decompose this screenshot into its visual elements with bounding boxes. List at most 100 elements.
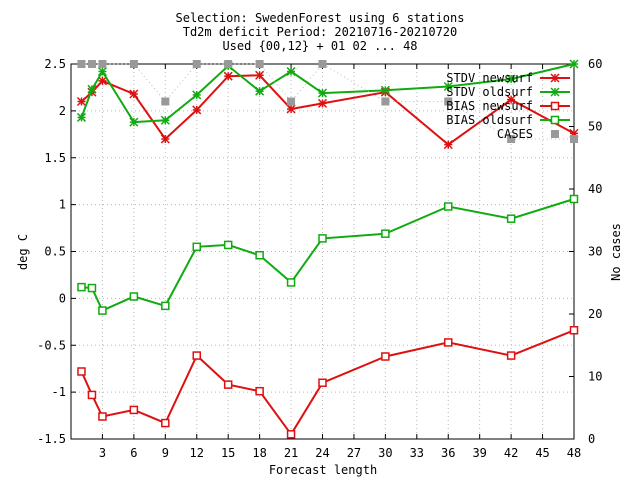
chart-title-line-1: Selection: SwedenForest using 6 stations bbox=[176, 11, 465, 25]
grid bbox=[71, 64, 574, 439]
cases-point bbox=[87, 60, 96, 68]
stdv-oldsurf-line bbox=[80, 63, 575, 124]
bias-newsurf-point bbox=[87, 390, 97, 400]
cases-point bbox=[381, 97, 390, 106]
y-axis-label: deg C bbox=[16, 234, 30, 270]
legend-marker-bias-newsurf bbox=[550, 101, 560, 111]
bias-newsurf-line bbox=[80, 329, 575, 437]
stdv-oldsurf-point bbox=[380, 85, 390, 95]
bias-oldsurf-point bbox=[129, 292, 139, 301]
y-tick-label: 1 bbox=[59, 198, 66, 212]
cases-point bbox=[129, 60, 138, 68]
bias-oldsurf-point bbox=[569, 194, 579, 204]
stdv-oldsurf-point bbox=[192, 90, 202, 100]
bias-newsurf-point bbox=[129, 405, 139, 415]
x-tick-label: 45 bbox=[535, 446, 549, 460]
bias-oldsurf-point bbox=[77, 282, 86, 292]
x-tick-label: 39 bbox=[472, 446, 486, 460]
cases-point bbox=[255, 60, 264, 68]
y2-axis-label: No cases bbox=[609, 223, 623, 281]
stdv-oldsurf-point bbox=[97, 66, 107, 77]
bias-newsurf-point bbox=[98, 412, 107, 421]
bias-newsurf-point bbox=[318, 378, 327, 387]
bias-newsurf-point bbox=[77, 367, 86, 376]
stdv-oldsurf-point bbox=[255, 86, 265, 96]
x-tick-label: 24 bbox=[315, 446, 329, 460]
stdv-oldsurf-point bbox=[506, 74, 516, 84]
stdv-newsurf-line bbox=[80, 74, 575, 146]
stdv-newsurf-point bbox=[192, 105, 202, 115]
bias-newsurf-point bbox=[381, 352, 390, 361]
x-tick-label: 3 bbox=[99, 446, 106, 460]
y-tick-label: -0.5 bbox=[37, 338, 66, 352]
x-axis-label: Forecast length bbox=[269, 463, 377, 477]
legend-marker-stdv-oldsurf bbox=[550, 87, 560, 97]
cases-line bbox=[81, 63, 574, 140]
stdv-oldsurf-point bbox=[160, 115, 170, 125]
legend-label-stdv-newsurf: STDV newsurf bbox=[446, 71, 533, 85]
stdv-newsurf-point bbox=[223, 71, 233, 81]
stdv-newsurf-point bbox=[443, 140, 453, 150]
x-tick-label: 48 bbox=[567, 446, 581, 460]
bias-oldsurf-point bbox=[381, 229, 390, 238]
y-tick-label: 0.5 bbox=[44, 245, 66, 259]
legend-label-cases: CASES bbox=[497, 127, 533, 141]
legend-label-bias-newsurf: BIAS newsurf bbox=[446, 99, 533, 113]
x-tick-label: 9 bbox=[162, 446, 169, 460]
stdv-oldsurf-point bbox=[443, 81, 453, 92]
legend-label-stdv-oldsurf: STDV oldsurf bbox=[446, 85, 533, 99]
stdv-oldsurf-point bbox=[286, 66, 296, 77]
x-tick-label: 15 bbox=[221, 446, 235, 460]
bias-oldsurf-point bbox=[318, 234, 327, 243]
chart-title-line-3: Used {00,12} + 01 02 ... 48 bbox=[222, 39, 417, 53]
x-tick-label: 21 bbox=[284, 446, 298, 460]
y2-tick-label: 40 bbox=[588, 182, 602, 196]
y-tick-label: 2 bbox=[59, 104, 66, 118]
bias-newsurf-point bbox=[506, 351, 516, 360]
y-tick-label: -1 bbox=[52, 385, 66, 399]
cases-point bbox=[444, 97, 453, 106]
cases-point bbox=[161, 97, 170, 106]
cases-point bbox=[192, 60, 201, 68]
y2-tick-label: 20 bbox=[588, 307, 602, 321]
stdv-newsurf-point bbox=[160, 134, 170, 144]
bias-oldsurf-point bbox=[444, 202, 453, 211]
stdv-oldsurf-point bbox=[87, 84, 97, 94]
chart-titles: Selection: SwedenForest using 6 stations… bbox=[16, 11, 623, 477]
stdv-oldsurf-point bbox=[76, 112, 87, 122]
x-tick-label: 6 bbox=[130, 446, 137, 460]
y-tick-label: -1.5 bbox=[37, 432, 66, 446]
legend-marker-cases bbox=[551, 130, 559, 138]
bias-newsurf-point bbox=[161, 418, 170, 428]
bias-newsurf-point bbox=[444, 338, 453, 347]
x-tick-label: 30 bbox=[378, 446, 392, 460]
bias-newsurf-point bbox=[192, 351, 201, 360]
y2-tick-label: 50 bbox=[588, 120, 602, 134]
cases-point bbox=[287, 97, 296, 106]
y2-tick-label: 10 bbox=[588, 370, 602, 384]
bias-oldsurf-point bbox=[223, 240, 233, 250]
bias-oldsurf-point bbox=[506, 214, 516, 223]
stdv-oldsurf-point bbox=[129, 117, 139, 127]
bias-newsurf-point bbox=[223, 380, 233, 389]
bias-oldsurf-point bbox=[255, 251, 264, 260]
bias-oldsurf-point bbox=[161, 301, 170, 311]
stdv-newsurf-point bbox=[506, 95, 516, 105]
x-tick-label: 36 bbox=[441, 446, 455, 460]
cases-point bbox=[98, 60, 107, 68]
stdv-oldsurf-point bbox=[317, 88, 328, 98]
bias-oldsurf-point bbox=[286, 278, 296, 287]
x-tick-label: 12 bbox=[190, 446, 204, 460]
cases-point bbox=[570, 135, 578, 143]
stdv-newsurf-point bbox=[317, 98, 328, 108]
x-tick-label: 33 bbox=[410, 446, 424, 460]
stdv-newsurf-point bbox=[97, 76, 107, 86]
cases-point bbox=[507, 135, 516, 143]
y-tick-label: 0 bbox=[59, 291, 66, 305]
bias-newsurf-point bbox=[569, 326, 579, 335]
bias-oldsurf-point bbox=[192, 242, 201, 252]
axes: 3 6 9 12 15 18 21 24 27 30 33 36 39 42 45 48-1.5-1-0.50… bbox=[37, 57, 602, 460]
y2-tick-label: 30 bbox=[588, 245, 602, 259]
bias-newsurf-point bbox=[286, 430, 296, 439]
